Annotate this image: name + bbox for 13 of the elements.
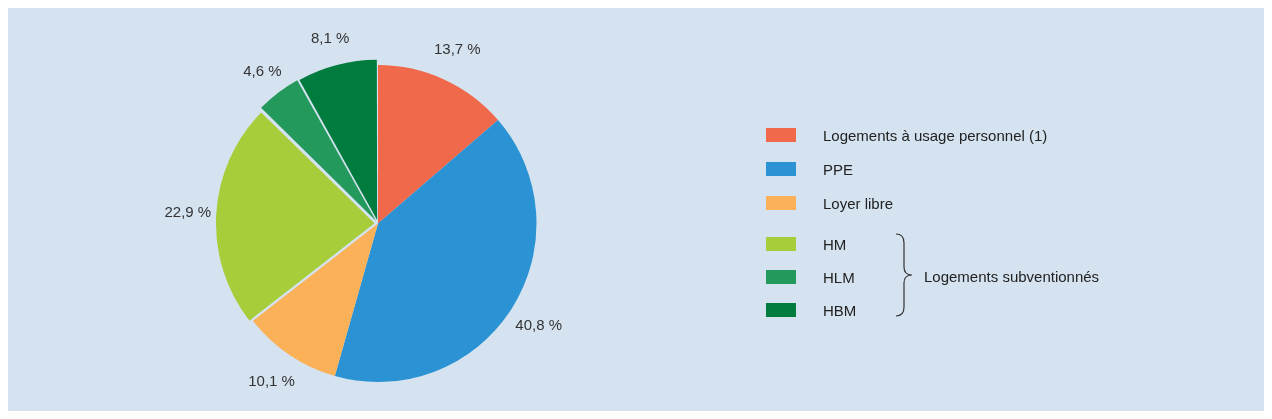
text: Logements subventionnés [924,268,1100,286]
data-label: 4,6 % [243,62,282,80]
data-label: 8,1 % [310,29,350,47]
legend-label: PPE [823,160,854,178]
data-label: 13,7 % [433,40,481,58]
legend-label: HBM [823,301,857,319]
data-label: 40,8 % [515,316,562,334]
data-label: 10,1 % [248,371,295,389]
legend-label: Loyer libre [823,194,894,212]
legend-label: HLM [823,268,855,286]
data-label: 22,9 % [164,202,212,220]
legend-label: Logements à usage personnel (1) [823,126,1048,144]
legend-label: HM [823,235,847,253]
